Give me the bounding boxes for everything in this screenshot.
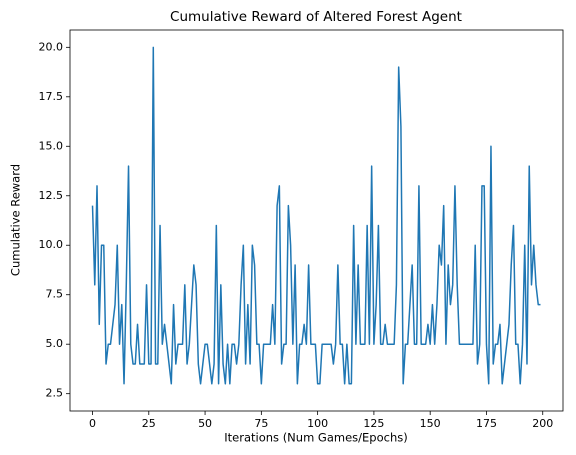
x-tick-label: 25 bbox=[142, 417, 156, 430]
y-tick-label: 12.5 bbox=[39, 189, 64, 202]
y-tick-label: 2.5 bbox=[46, 387, 64, 400]
y-tick-label: 20.0 bbox=[39, 40, 64, 53]
chart-title: Cumulative Reward of Altered Forest Agen… bbox=[170, 9, 462, 25]
y-tick-label: 17.5 bbox=[39, 90, 64, 103]
y-tick-label: 15.0 bbox=[39, 139, 64, 152]
x-axis-label: Iterations (Num Games/Epochs) bbox=[224, 431, 407, 445]
x-tick-label: 50 bbox=[198, 417, 212, 430]
y-tick-label: 10.0 bbox=[39, 238, 64, 251]
x-tick-label: 75 bbox=[254, 417, 268, 430]
x-tick-label: 100 bbox=[307, 417, 328, 430]
x-tick-label: 200 bbox=[532, 417, 553, 430]
x-tick-label: 0 bbox=[89, 417, 96, 430]
plot-frame bbox=[69, 29, 564, 412]
y-axis-label: Cumulative Reward bbox=[9, 164, 23, 276]
y-tick-label: 5.0 bbox=[46, 337, 64, 350]
line-series bbox=[91, 46, 541, 385]
x-tick-label: 175 bbox=[476, 417, 497, 430]
x-tick-label: 150 bbox=[420, 417, 441, 430]
y-tick-label: 7.5 bbox=[46, 288, 64, 301]
x-tick-label: 125 bbox=[363, 417, 384, 430]
